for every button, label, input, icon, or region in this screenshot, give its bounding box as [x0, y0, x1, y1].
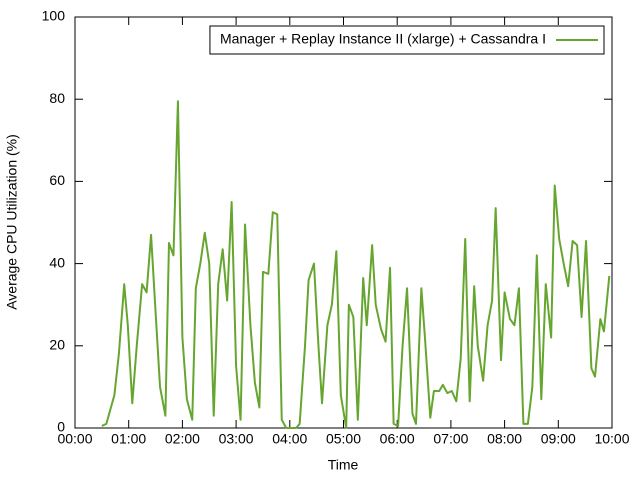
- x-tick-label: 02:00: [165, 431, 200, 447]
- y-tick-label: 20: [49, 337, 65, 353]
- y-tick-label: 40: [49, 254, 65, 270]
- x-tick-label: 03:00: [219, 431, 254, 447]
- x-tick-label: 00:00: [57, 431, 92, 447]
- y-tick-label: 0: [57, 419, 65, 435]
- y-axis-label: Average CPU Utilization (%): [4, 134, 20, 310]
- x-tick-label: 01:00: [111, 431, 146, 447]
- plot-frame: [74, 16, 613, 429]
- x-tick-label: 08:00: [487, 431, 522, 447]
- x-tick-label: 05:00: [326, 431, 361, 447]
- x-tick-label: 07:00: [433, 431, 468, 447]
- y-tick-label: 60: [49, 172, 65, 188]
- y-tick-label: 80: [49, 90, 65, 106]
- x-axis-label: Time: [328, 457, 359, 473]
- x-tick-label: 06:00: [380, 431, 415, 447]
- legend-label: Manager + Replay Instance II (xlarge) + …: [220, 31, 546, 47]
- y-tick-label: 100: [42, 8, 66, 24]
- x-tick-label: 09:00: [541, 431, 576, 447]
- data-line: [101, 100, 611, 429]
- x-tick-label: 10:00: [594, 431, 629, 447]
- legend-box: [209, 25, 605, 55]
- x-tick-label: 04:00: [272, 431, 307, 447]
